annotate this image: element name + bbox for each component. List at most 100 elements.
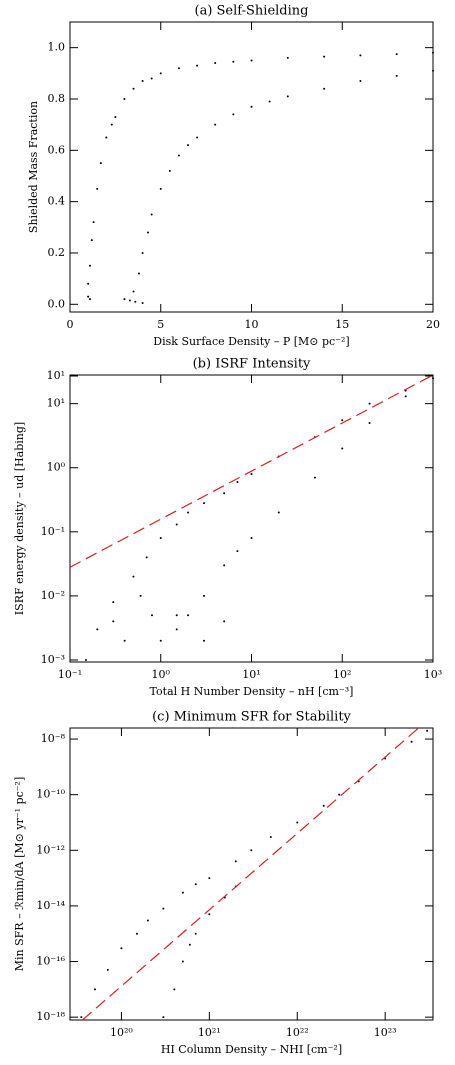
data-point	[114, 115, 117, 118]
data-point	[173, 988, 176, 991]
data-point	[159, 537, 162, 540]
data-point	[141, 80, 144, 83]
y-tick-label: 1.0	[48, 41, 66, 54]
data-point	[186, 144, 189, 147]
data-point	[168, 169, 171, 172]
x-tick-label: 0	[67, 318, 74, 331]
data-point	[203, 594, 206, 597]
data-point	[132, 87, 135, 90]
data-point	[322, 804, 325, 807]
y-tick-label: 10¹	[47, 369, 65, 382]
x-axis-label: Total H Number Density – nH [cm⁻³]	[150, 685, 354, 698]
data-point	[88, 264, 91, 267]
y-tick-label: 0.0	[48, 297, 66, 310]
x-tick-label: 15	[335, 318, 349, 331]
data-point	[395, 74, 398, 77]
plot-frame	[69, 21, 434, 313]
data-point	[141, 302, 144, 305]
data-point	[194, 932, 197, 935]
reference-line	[82, 727, 419, 1021]
data-point	[232, 113, 235, 116]
data-point	[90, 239, 93, 242]
data-point	[159, 187, 162, 190]
data-point	[123, 298, 126, 301]
data-point	[87, 282, 90, 285]
data-point	[296, 821, 299, 824]
data-point	[250, 105, 253, 108]
data-point	[162, 907, 165, 910]
data-point	[159, 639, 162, 642]
data-point	[404, 395, 407, 398]
y-axis-label: ISRF energy density – ud [Habing]	[13, 422, 26, 615]
y-axis-label: Min SFR – ℛmin/dA [M⊙ yr⁻¹ pc⁻²]	[13, 777, 26, 971]
reference-line	[69, 374, 434, 568]
data-point	[93, 988, 96, 991]
data-point	[112, 601, 115, 604]
data-point	[196, 64, 199, 67]
data-point	[181, 891, 184, 894]
data-point	[128, 299, 131, 302]
data-point	[250, 59, 253, 62]
data-point	[341, 419, 344, 422]
data-point	[146, 919, 149, 922]
y-tick-label: 10⁻¹⁴	[36, 899, 65, 912]
plot-frame	[69, 374, 434, 663]
data-point	[87, 295, 90, 298]
data-point	[313, 476, 316, 479]
y-tick-label: 10¹	[47, 397, 65, 410]
data-point	[236, 480, 239, 483]
data-point	[147, 231, 150, 234]
data-point	[137, 272, 140, 275]
y-tick-label: 0.4	[48, 195, 66, 208]
x-tick-label: 20	[426, 318, 440, 331]
x-tick-label: 10	[245, 318, 259, 331]
y-tick-label: 10⁻¹⁰	[36, 788, 65, 801]
data-point	[277, 511, 280, 514]
x-tick-label: 10⁻¹	[58, 668, 82, 681]
data-point	[96, 628, 99, 631]
data-point	[286, 95, 289, 98]
y-tick-label: 10⁰	[47, 461, 66, 474]
data-point	[134, 300, 137, 303]
data-point	[368, 421, 371, 424]
data-point	[214, 123, 217, 126]
data-point	[338, 793, 341, 796]
data-point	[120, 947, 123, 950]
data-point	[188, 943, 191, 946]
data-point	[123, 97, 126, 100]
data-point	[177, 67, 180, 70]
x-axis-label: HI Column Density – NHI [cm⁻²]	[161, 1043, 342, 1056]
data-point	[432, 51, 434, 54]
data-point	[268, 100, 271, 103]
y-tick-label: 10⁻¹⁸	[36, 1010, 65, 1023]
y-tick-label: 10⁻¹²	[36, 843, 65, 856]
data-point	[426, 729, 429, 732]
data-point	[181, 960, 184, 963]
data-point	[150, 77, 153, 80]
data-point	[223, 564, 226, 567]
y-axis-label: Shielded Mass Fraction	[27, 101, 40, 233]
data-point	[88, 298, 91, 301]
data-point	[323, 87, 326, 90]
x-tick-label: 10²²	[286, 1026, 309, 1039]
data-point	[208, 877, 211, 880]
data-point	[359, 80, 362, 83]
data-point	[250, 472, 253, 475]
x-tick-label: 10²¹	[198, 1026, 221, 1039]
y-tick-label: 10⁻⁸	[41, 732, 66, 745]
x-tick-label: 10⁰	[152, 668, 171, 681]
data-point	[250, 537, 253, 540]
data-point	[175, 628, 178, 631]
data-point	[250, 849, 253, 852]
data-point	[139, 594, 142, 597]
data-point	[132, 290, 135, 293]
x-tick-label: 10²	[333, 668, 351, 681]
data-point	[269, 836, 272, 839]
panel-title: (a) Self-Shielding	[195, 4, 309, 19]
data-point	[341, 447, 344, 450]
data-point	[123, 639, 126, 642]
data-point	[80, 1016, 83, 1019]
data-point	[141, 251, 144, 254]
x-tick-label: 10³	[424, 668, 442, 681]
